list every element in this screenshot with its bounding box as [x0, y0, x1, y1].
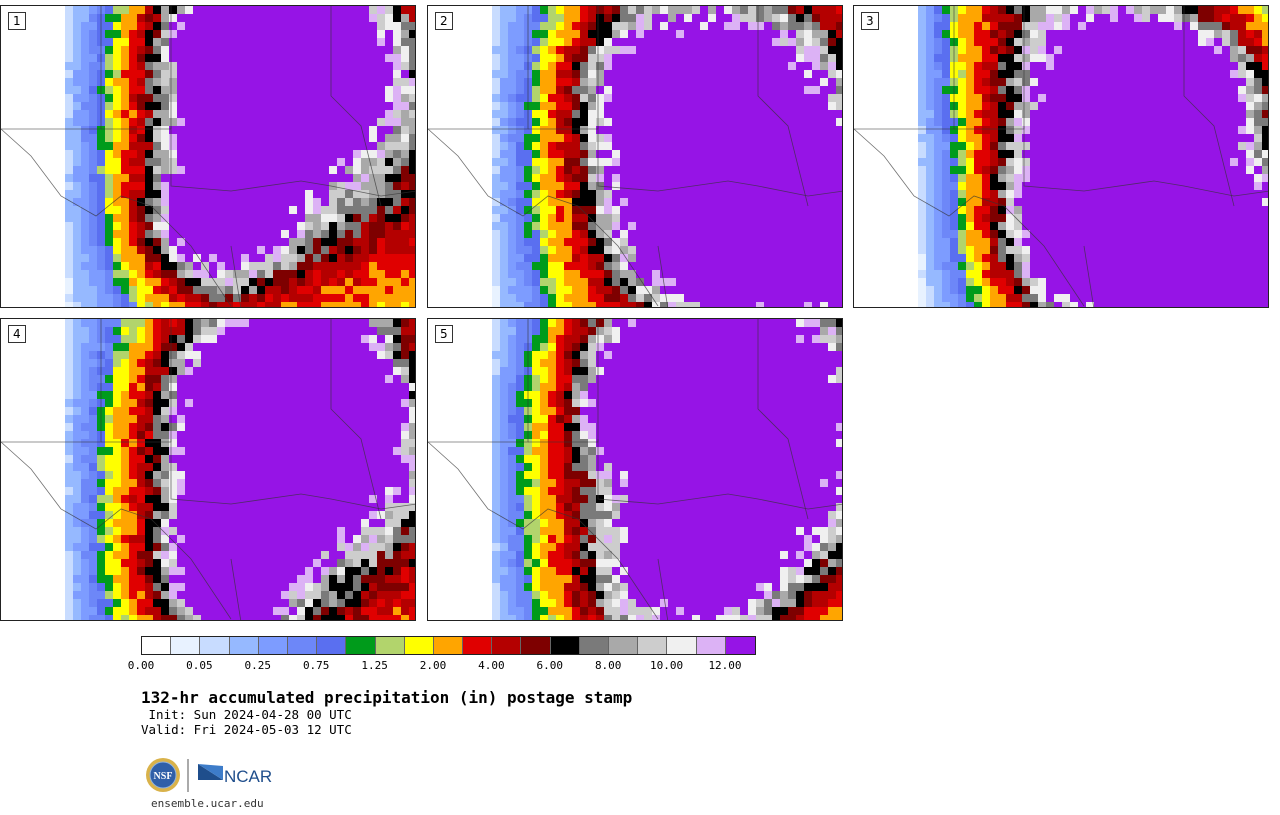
colorbar-swatch — [433, 637, 464, 654]
precip-map-5 — [428, 319, 842, 620]
colorbar-tick-label: 0.05 — [186, 659, 213, 672]
ncar-logo-icon: NCAR — [198, 764, 272, 786]
precip-map-4 — [1, 319, 415, 620]
colorbar-swatch — [229, 637, 259, 654]
colorbar-tick-label: 0.75 — [302, 659, 330, 672]
precip-map-2 — [428, 6, 842, 307]
site-url: ensemble.ucar.edu — [151, 797, 264, 810]
colorbar-swatch — [550, 637, 580, 654]
panel-label-4: 4 — [8, 325, 26, 343]
map-panel-2: 2 — [427, 5, 843, 308]
colorbar-swatch — [463, 637, 493, 654]
colorbar-swatch — [317, 637, 347, 654]
colorbar — [141, 636, 756, 655]
colorbar-swatch — [609, 637, 639, 654]
colorbar-swatch — [287, 637, 318, 654]
valid-time: Valid: Fri 2024-05-03 12 UTC — [141, 722, 352, 737]
colorbar-swatch — [492, 637, 522, 654]
colorbar-tick-label: 4.00 — [478, 659, 505, 672]
colorbar-swatch — [171, 637, 201, 654]
nsf-logo-text: NSF — [154, 771, 173, 782]
colorbar-swatch — [667, 637, 697, 654]
colorbar-tick-label: 0.25 — [244, 659, 272, 672]
colorbar-tick-label: 1.25 — [361, 659, 388, 672]
colorbar-swatch — [200, 637, 230, 654]
figure-title: 132-hr accumulated precipitation (in) po… — [141, 688, 633, 707]
colorbar-swatch — [521, 637, 551, 654]
colorbar-swatch — [346, 637, 376, 654]
colorbar-swatch — [579, 637, 609, 654]
colorbar-swatch — [258, 637, 288, 654]
panel-label-5: 5 — [435, 325, 453, 343]
colorbar-swatch — [725, 637, 755, 654]
colorbar-swatch — [696, 637, 726, 654]
colorbar-tick-label: 0.00 — [127, 659, 155, 672]
map-panel-1: 1 — [0, 5, 416, 308]
nsf-logo-icon: NSF — [146, 758, 180, 792]
colorbar-swatch — [638, 637, 668, 654]
map-panel-3: 3 — [853, 5, 1269, 308]
colorbar-tick-label: 10.00 — [650, 659, 684, 672]
logos: NSF NCAR — [146, 758, 272, 792]
precip-map-3 — [854, 6, 1268, 307]
colorbar-tick-label: 2.00 — [419, 659, 447, 672]
precip-map-1 — [1, 6, 415, 307]
panel-label-2: 2 — [435, 12, 453, 30]
panel-label-1: 1 — [8, 12, 26, 30]
colorbar-tick-label: 6.00 — [536, 659, 564, 672]
map-panel-5: 5 — [427, 318, 843, 621]
colorbar-swatch — [404, 637, 434, 654]
ncar-logo-text: NCAR — [224, 767, 272, 786]
panel-label-3: 3 — [861, 12, 879, 30]
colorbar-tick-label: 8.00 — [594, 659, 622, 672]
init-time: Init: Sun 2024-04-28 00 UTC — [141, 707, 352, 722]
colorbar-tick-label: 12.00 — [708, 659, 742, 672]
colorbar-swatch — [142, 637, 172, 654]
map-panel-4: 4 — [0, 318, 416, 621]
colorbar-swatch — [375, 637, 405, 654]
